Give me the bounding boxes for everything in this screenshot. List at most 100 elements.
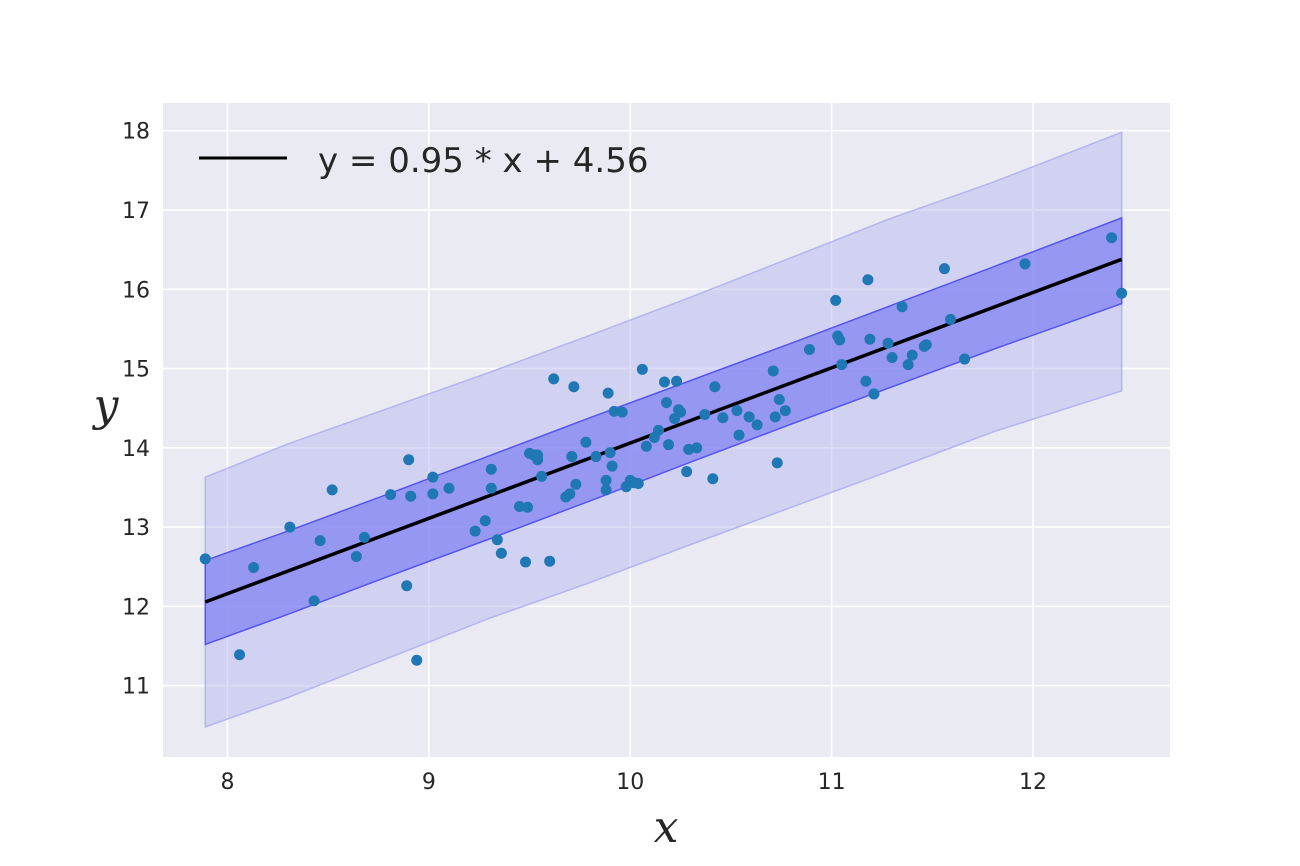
data-point xyxy=(513,500,525,512)
data-point xyxy=(314,535,326,547)
data-point xyxy=(199,553,211,565)
data-point xyxy=(671,375,683,387)
data-point xyxy=(733,429,745,441)
data-point xyxy=(661,397,672,409)
data-point xyxy=(536,470,548,482)
data-point xyxy=(495,547,507,559)
data-points xyxy=(199,232,1128,666)
data-point xyxy=(779,405,791,417)
data-point xyxy=(491,534,503,546)
data-point xyxy=(308,595,320,607)
x-axis-label: x xyxy=(654,802,679,853)
y-tick-label: 11 xyxy=(122,675,150,700)
data-point xyxy=(566,451,578,463)
data-point xyxy=(773,393,785,405)
data-point xyxy=(886,351,898,363)
data-point xyxy=(522,501,534,513)
data-point xyxy=(427,488,439,500)
y-tick-labels: 11 12 13 14 15 16 17 18 xyxy=(122,120,150,700)
data-point xyxy=(769,411,781,423)
data-point xyxy=(520,556,532,568)
data-point xyxy=(544,555,556,567)
data-point xyxy=(691,442,703,454)
data-point xyxy=(944,313,956,325)
data-point xyxy=(675,406,687,418)
data-point xyxy=(663,439,675,451)
data-point xyxy=(580,436,592,448)
data-point xyxy=(868,388,880,400)
data-point xyxy=(234,649,246,661)
data-point xyxy=(548,373,560,385)
data-point xyxy=(590,451,602,463)
data-point xyxy=(485,463,497,475)
data-point xyxy=(600,484,612,496)
data-point xyxy=(403,454,415,466)
data-point xyxy=(284,521,296,533)
data-point xyxy=(906,349,918,361)
y-axis-label: y xyxy=(92,380,120,431)
data-point xyxy=(532,449,544,461)
data-point xyxy=(896,301,908,313)
data-point xyxy=(405,490,417,502)
data-point xyxy=(771,457,783,469)
data-point xyxy=(882,337,894,349)
data-point xyxy=(902,359,914,371)
data-point xyxy=(1019,258,1031,270)
data-point xyxy=(636,363,648,375)
data-point xyxy=(860,375,872,387)
data-point xyxy=(485,482,497,494)
data-point xyxy=(959,353,971,365)
y-tick-label: 17 xyxy=(122,199,150,224)
data-point xyxy=(652,424,664,436)
data-point xyxy=(834,334,846,346)
y-tick-label: 13 xyxy=(122,516,150,541)
data-point xyxy=(920,339,932,351)
data-point xyxy=(350,550,362,562)
y-tick-label: 16 xyxy=(122,278,150,303)
x-tick-label: 11 xyxy=(818,770,846,795)
data-point xyxy=(743,411,755,423)
data-point xyxy=(401,580,413,592)
legend: y = 0.95 * x + 4.56 xyxy=(199,141,648,181)
data-point xyxy=(358,531,370,543)
data-point xyxy=(717,412,729,424)
data-point xyxy=(602,387,614,399)
data-point xyxy=(836,359,848,371)
y-tick-label: 18 xyxy=(122,120,150,145)
data-point xyxy=(632,478,644,490)
data-point xyxy=(564,488,576,500)
y-tick-label: 14 xyxy=(122,437,150,462)
data-point xyxy=(326,484,338,496)
data-point xyxy=(938,263,950,275)
y-tick-label: 15 xyxy=(122,358,150,383)
data-point xyxy=(699,409,711,421)
y-tick-label: 12 xyxy=(122,595,150,620)
data-point xyxy=(479,515,491,527)
data-point xyxy=(803,344,815,356)
x-tick-label: 8 xyxy=(220,770,234,795)
data-point xyxy=(604,447,616,459)
legend-label: y = 0.95 * x + 4.56 xyxy=(318,141,648,181)
data-point xyxy=(830,294,842,306)
data-point xyxy=(1116,287,1128,299)
data-point xyxy=(469,525,481,537)
data-point xyxy=(707,473,719,485)
data-point xyxy=(731,405,743,417)
data-point xyxy=(600,474,612,486)
data-point xyxy=(570,478,582,490)
x-tick-label: 9 xyxy=(422,770,436,795)
data-point xyxy=(608,405,620,417)
data-point xyxy=(568,381,580,393)
data-point xyxy=(640,440,652,452)
data-point xyxy=(767,365,779,377)
data-point xyxy=(606,460,618,472)
data-point xyxy=(864,333,876,345)
data-point xyxy=(709,381,721,393)
data-point xyxy=(385,489,397,501)
data-point xyxy=(427,471,439,483)
x-tick-label: 12 xyxy=(1019,770,1047,795)
data-point xyxy=(1106,232,1118,244)
x-tick-label: 10 xyxy=(616,770,644,795)
data-point xyxy=(862,274,874,286)
